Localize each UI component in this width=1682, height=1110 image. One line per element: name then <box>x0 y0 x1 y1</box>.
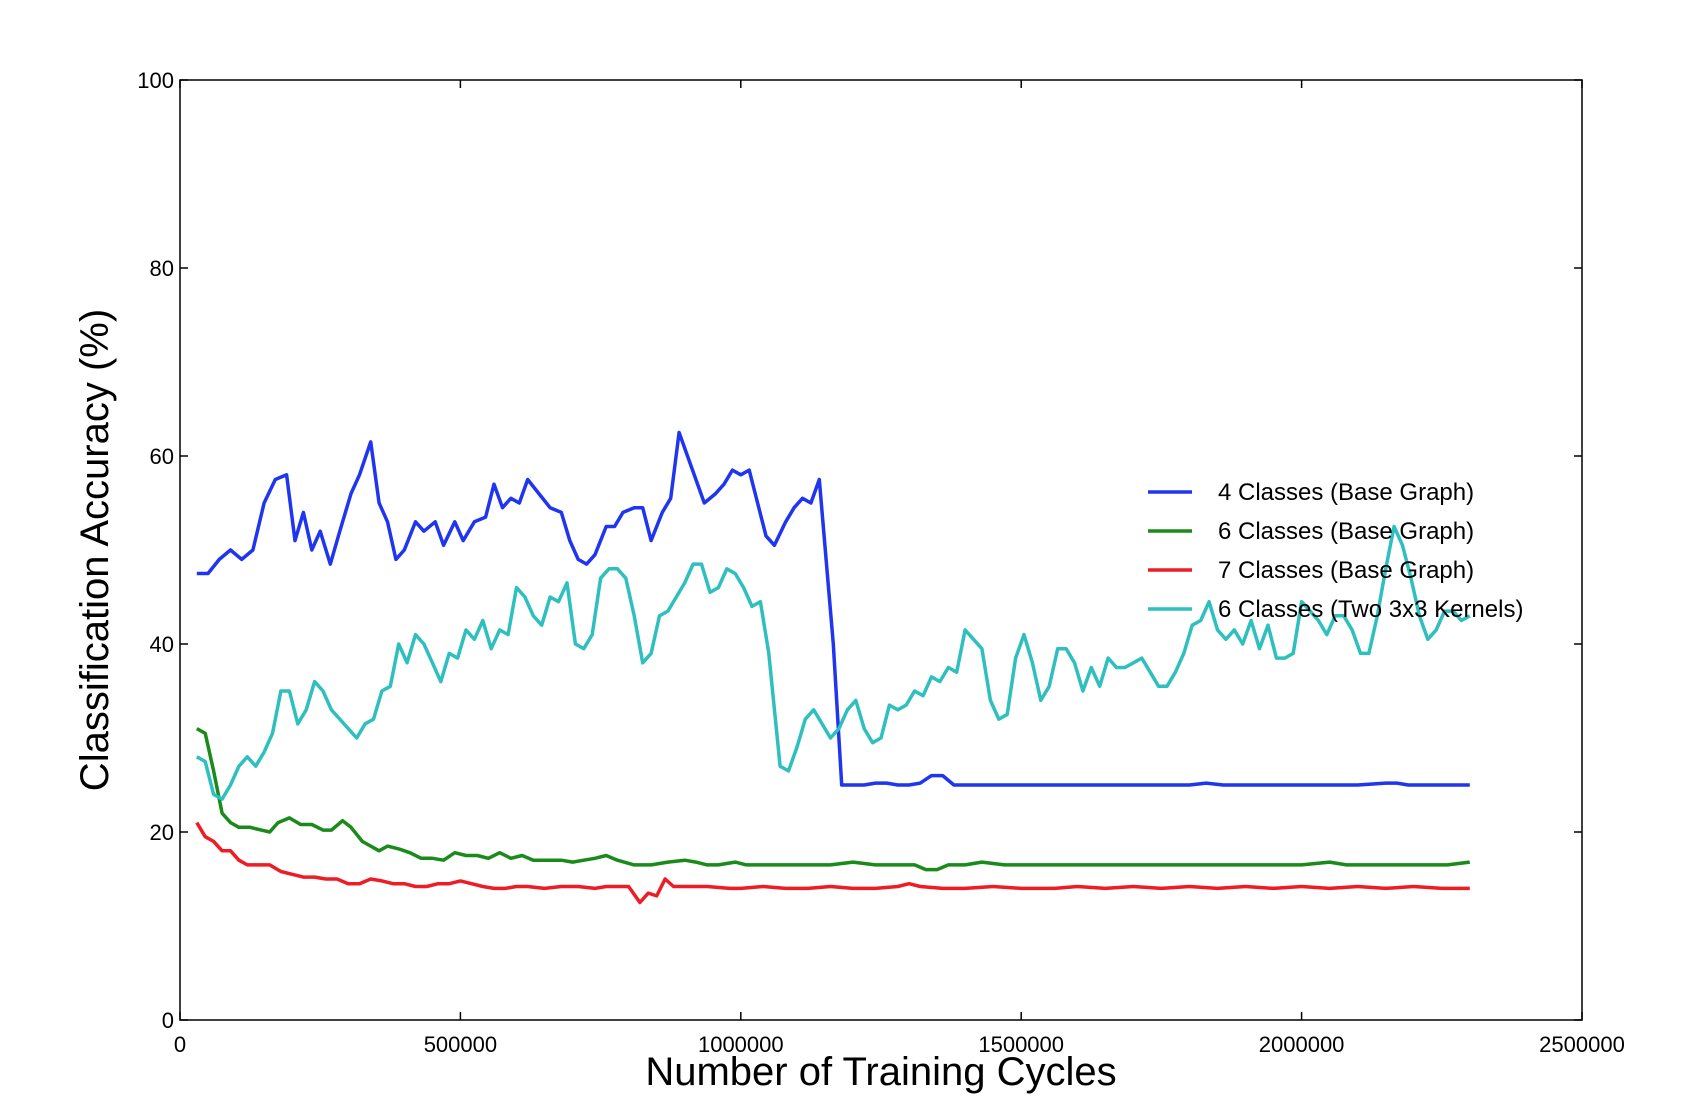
plot-lines <box>195 430 1471 905</box>
y-tick-label: 80 <box>150 256 174 281</box>
legend-label-2: 6 Classes (Base Graph) <box>1218 518 1474 545</box>
legend-label-4: 6 Classes (Two 3x3 Kernels) <box>1218 596 1523 623</box>
x-tick-label: 0 <box>174 1032 186 1057</box>
x-tick-label: 1000000 <box>698 1032 784 1057</box>
y-tick-label: 40 <box>150 632 174 657</box>
y-tick-label: 0 <box>162 1008 174 1033</box>
legend-label-1: 4 Classes (Base Graph) <box>1218 479 1474 506</box>
series-line-3 <box>195 821 1470 905</box>
x-tick-label: 500000 <box>424 1032 497 1057</box>
legend-label-3: 7 Classes (Base Graph) <box>1218 557 1474 584</box>
series-line-1 <box>196 430 1470 787</box>
x-tick-label: 2000000 <box>1259 1032 1345 1057</box>
series-line-2 <box>195 727 1471 872</box>
y-tick-label: 20 <box>150 820 174 845</box>
legend: 4 Classes (Base Graph) 6 Classes (Base Gr… <box>1148 479 1523 623</box>
x-tick-label: 2500000 <box>1539 1032 1625 1057</box>
y-axis-title: Classification Accuracy (%) <box>73 309 117 791</box>
axis-ticks: 0 500000 1000000 1500000 2000000 2500000 0 20 40… <box>137 68 1625 1057</box>
y-tick-label: 100 <box>137 68 174 93</box>
plot-frame <box>179 79 1583 1021</box>
x-tick-label: 1500000 <box>978 1032 1064 1057</box>
x-axis-title: Number of Training Cycles <box>645 1050 1116 1094</box>
y-tick-label: 60 <box>150 444 174 469</box>
series-line-4 <box>195 524 1471 801</box>
